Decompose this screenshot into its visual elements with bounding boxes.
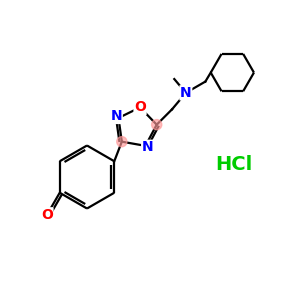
Circle shape [117,136,127,147]
Text: O: O [41,208,53,222]
Text: HCl: HCl [215,155,253,175]
Text: N: N [142,140,153,154]
Circle shape [152,120,162,130]
Text: N: N [111,110,122,123]
Text: N: N [180,86,192,100]
Text: O: O [134,100,146,114]
